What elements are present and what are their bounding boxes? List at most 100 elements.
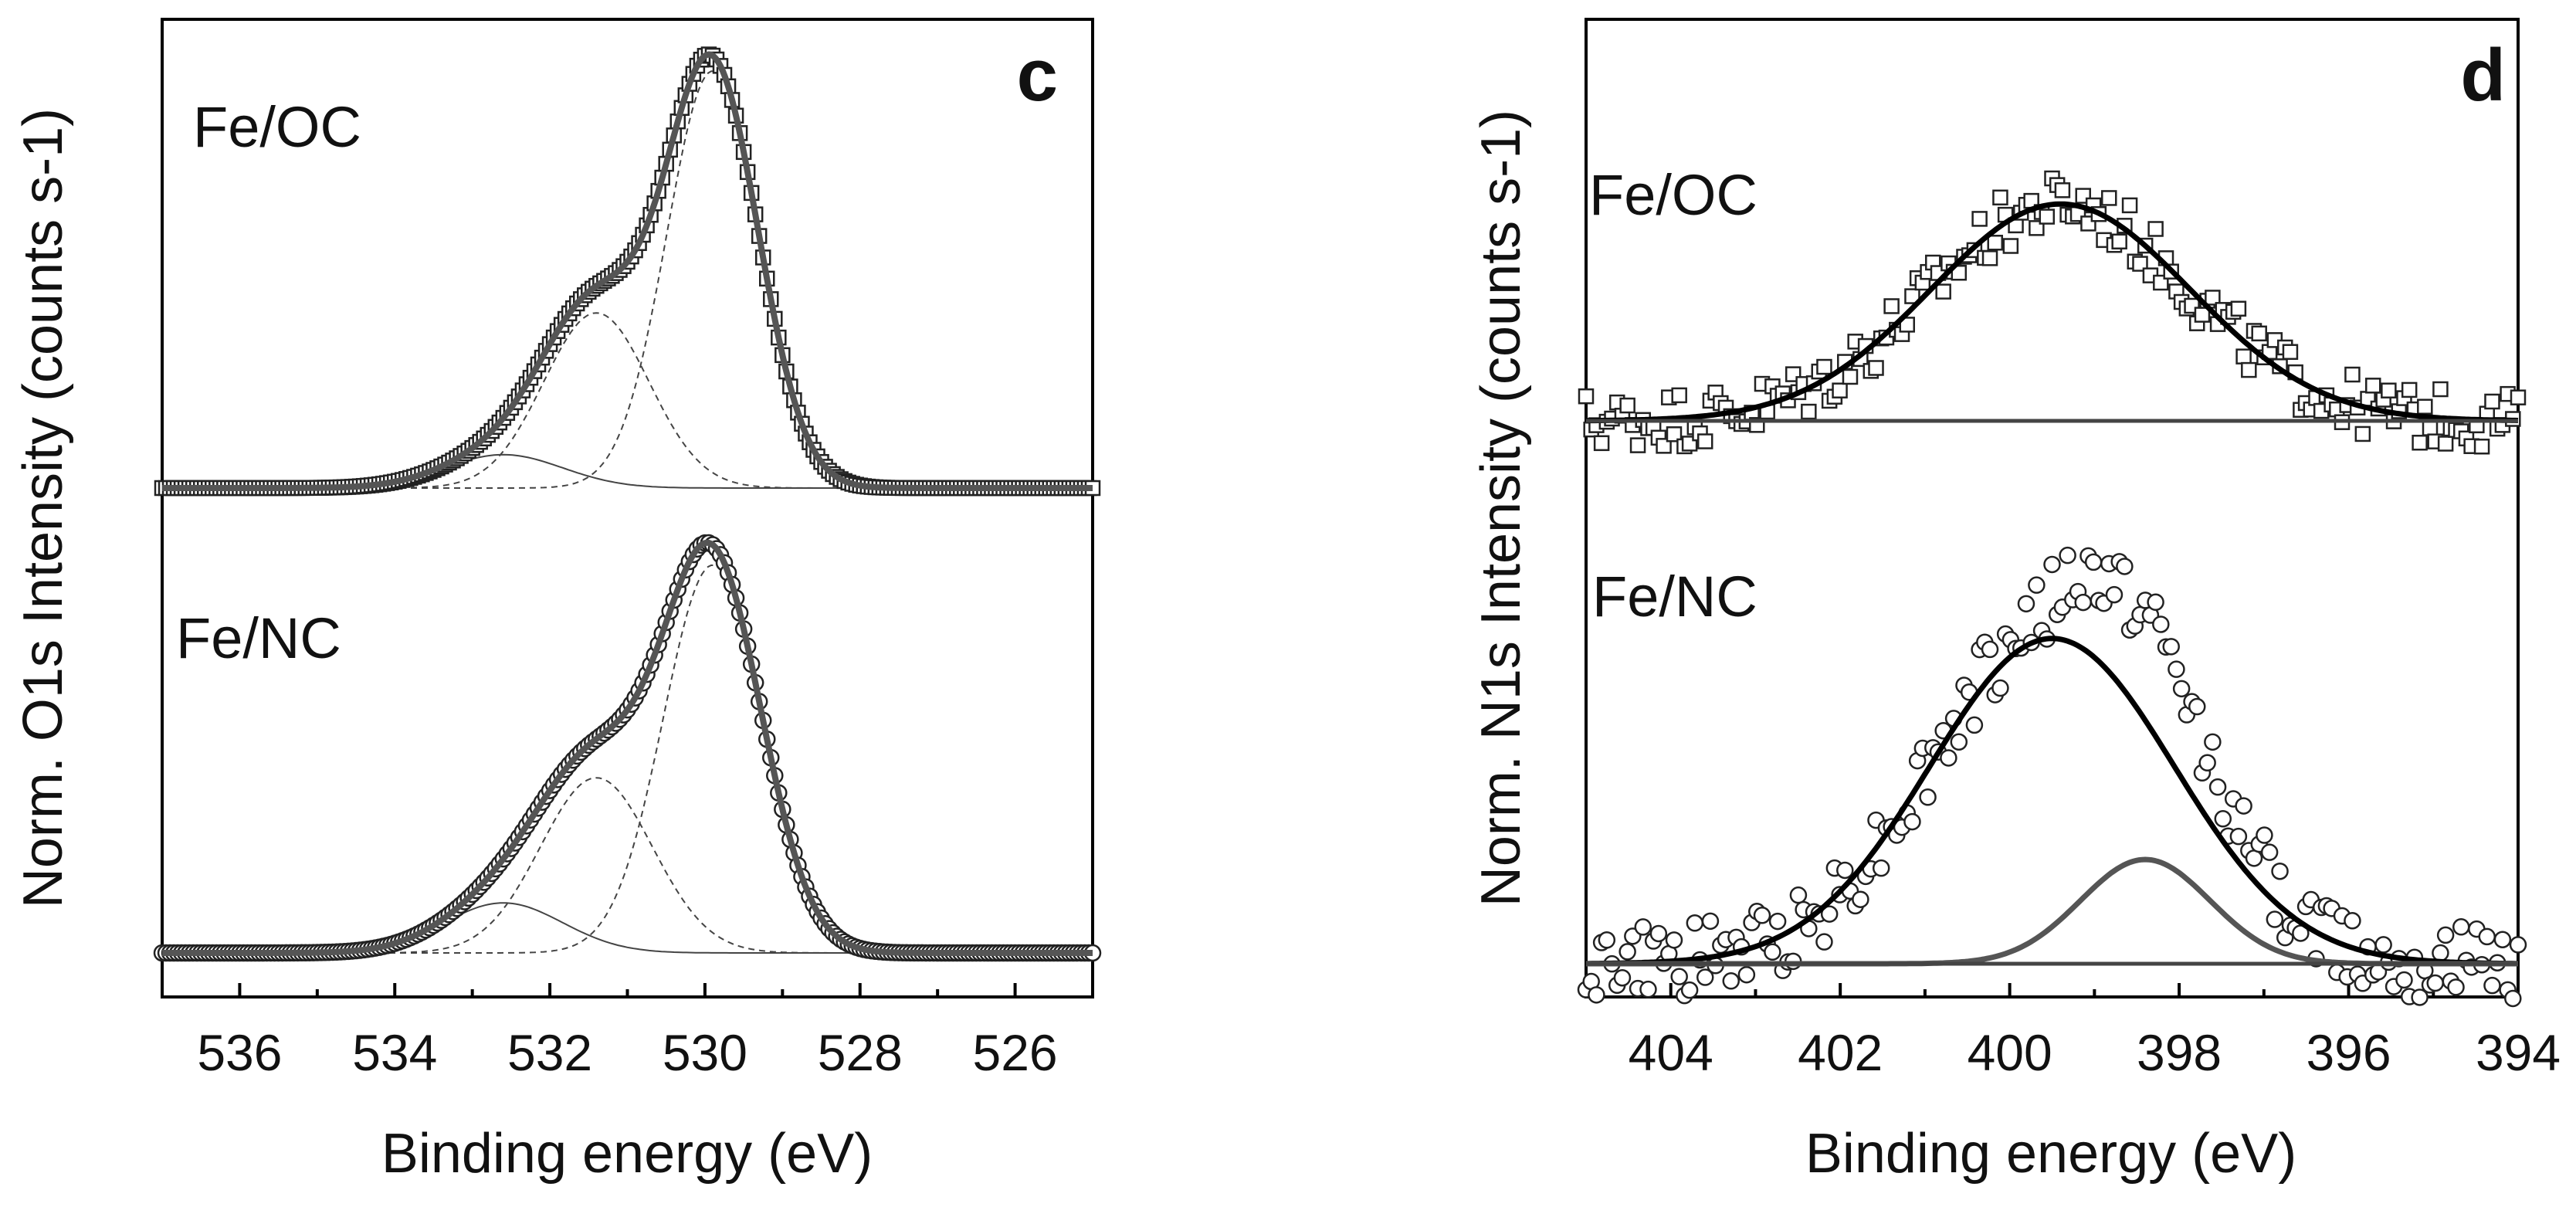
data-point-fe-oc xyxy=(2437,436,2454,452)
data-point-fe-nc xyxy=(2229,827,2248,846)
data-point-fe-oc xyxy=(2422,420,2439,436)
panel-c-tick-label: 528 xyxy=(818,1024,903,1081)
data-point-fe-nc xyxy=(2147,593,2164,612)
fit-envelope-fe-oc xyxy=(162,51,1093,491)
data-point-fe-nc xyxy=(2260,843,2279,861)
data-point-fe-oc xyxy=(2054,182,2071,198)
panel-c-o1s: c Fe/OC Fe/NC 536 534 532 530 528 526 Bi… xyxy=(12,18,1102,1185)
data-point-fe-nc xyxy=(1981,640,1999,659)
panel-c-y-axis-label: Norm. O1s Intensity (counts s-1) xyxy=(12,108,74,908)
data-point-fe-nc xyxy=(2344,912,2361,930)
data-point-fe-oc xyxy=(2282,344,2299,360)
data-point-fe-nc xyxy=(1680,981,1699,999)
panel-d-tick-label: 400 xyxy=(1968,1024,2052,1081)
data-point-fe-nc xyxy=(2504,989,2522,1008)
panel-d-tick-label: 404 xyxy=(1629,1024,1713,1081)
data-point-fe-oc xyxy=(2401,381,2418,398)
data-point-fe-oc xyxy=(2364,378,2381,394)
data-point-fe-nc xyxy=(1670,968,1688,985)
data-point-fe-nc xyxy=(1618,943,1636,961)
panel-c-tick-label: 530 xyxy=(663,1024,747,1081)
data-point-fe-oc xyxy=(2354,426,2371,442)
panel-c-letter: c xyxy=(1017,34,1058,117)
panel-c-x-axis-label: Binding energy (eV) xyxy=(381,1123,873,1185)
data-point-fe-oc xyxy=(2230,300,2247,317)
data-point-fe-oc xyxy=(2039,209,2056,225)
data-point-fe-oc xyxy=(2412,434,2428,451)
data-point-fe-nc xyxy=(2074,593,2092,612)
data-point-fe-nc xyxy=(1634,918,1652,936)
data-point-fe-nc xyxy=(1686,914,1704,932)
panel-d-n1s: d Fe/OC Fe/NC 404 402 400 398 396 394 Bi… xyxy=(1470,18,2561,1185)
data-point-fe-nc xyxy=(1991,679,2009,697)
panel-d-y-axis-label: Norm. N1s Intensity (counts s-1) xyxy=(1470,110,1532,907)
data-point-fe-nc xyxy=(1950,733,1968,751)
panel-d-x-ticks xyxy=(1669,983,2520,997)
data-point-fe-oc xyxy=(1904,288,1920,304)
data-point-fe-nc xyxy=(1649,924,1668,943)
data-point-fe-nc xyxy=(1737,965,1756,984)
panel-d-tick-label: 398 xyxy=(2137,1024,2222,1081)
data-point-fe-oc xyxy=(1987,235,2003,251)
data-point-fe-nc xyxy=(2256,826,2273,844)
data-point-fe-nc xyxy=(2204,733,2222,751)
data-point-fe-nc xyxy=(2084,553,2103,571)
data-point-fe-nc xyxy=(1753,907,1771,924)
data-point-fe-nc xyxy=(1696,968,1714,986)
panel-d-x-axis-label: Binding energy (eV) xyxy=(1805,1123,2296,1185)
data-point-fe-nc xyxy=(2447,978,2465,996)
data-point-fe-nc xyxy=(2188,697,2206,716)
panel-d-tick-label: 402 xyxy=(1798,1024,1883,1081)
data-point-fe-nc xyxy=(2436,926,2455,944)
data-point-fe-nc xyxy=(1852,890,1869,908)
panel-d-label-fe-nc: Fe/NC xyxy=(1592,565,1757,629)
data-point-fe-oc xyxy=(2132,256,2148,272)
data-point-fe-nc xyxy=(2208,778,2227,796)
data-point-fe-oc xyxy=(1899,317,1915,333)
data-point-fe-nc xyxy=(2116,558,2134,575)
data-point-fe-oc xyxy=(1981,250,1998,266)
data-point-fe-nc xyxy=(1820,905,1839,923)
data-point-fe-nc xyxy=(2266,910,2284,928)
data-point-fe-oc xyxy=(2344,366,2361,383)
data-point-fe-nc xyxy=(2162,638,2180,656)
data-point-fe-nc xyxy=(1965,716,1984,734)
data-point-fe-nc xyxy=(2028,576,2046,594)
data-point-fe-nc xyxy=(2411,988,2429,1006)
data-point-fe-nc xyxy=(2509,936,2527,954)
data-point-fe-oc xyxy=(1666,426,1683,442)
data-point-fe-nc xyxy=(2017,595,2035,613)
data-point-fe-nc xyxy=(2493,931,2512,948)
data-point-fe-oc xyxy=(1935,283,1951,300)
panel-d-tick-label: 396 xyxy=(2306,1024,2391,1081)
data-point-fe-nc xyxy=(1872,859,1890,877)
data-point-fe-oc xyxy=(2417,398,2433,415)
data-point-fe-nc xyxy=(2395,971,2413,989)
panel-d-frame xyxy=(1585,18,2520,998)
data-point-fe-nc xyxy=(1701,912,1720,931)
data-point-fe-nc xyxy=(1665,931,1683,949)
data-point-fe-oc xyxy=(1971,211,1988,227)
data-point-fe-nc xyxy=(2426,974,2444,992)
data-point-fe-oc xyxy=(2241,361,2257,378)
data-point-fe-nc xyxy=(1789,886,1808,904)
panel-d-letter: d xyxy=(2460,34,2506,117)
data-point-fe-nc xyxy=(2059,546,2076,565)
data-point-fe-oc xyxy=(2251,325,2267,342)
data-point-fe-nc xyxy=(1919,788,1937,806)
data-point-fe-oc xyxy=(1656,438,1672,454)
data-point-fe-oc xyxy=(2484,393,2500,410)
panel-c-fit-envelopes xyxy=(162,51,1093,956)
panel-c-frame xyxy=(161,18,1094,998)
data-point-fe-oc xyxy=(1593,435,1610,452)
data-point-fe-oc xyxy=(1671,387,1687,404)
data-point-fe-oc xyxy=(2205,290,2221,306)
panel-c-tick-label: 534 xyxy=(352,1024,437,1081)
data-point-fe-nc xyxy=(1598,931,1616,949)
data-point-fe-nc xyxy=(2271,862,2289,880)
data-point-fe-nc xyxy=(2432,944,2449,962)
data-point-fe-nc xyxy=(1836,861,1854,880)
data-point-fe-oc xyxy=(1696,433,1713,449)
data-point-fe-nc xyxy=(1903,812,1921,831)
